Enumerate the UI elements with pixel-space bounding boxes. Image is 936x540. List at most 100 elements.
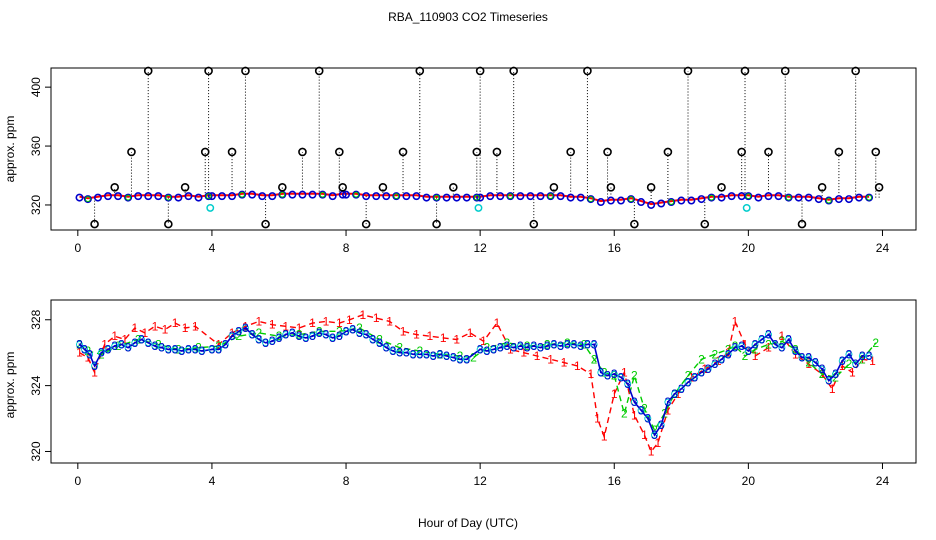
top-baseline-point — [707, 193, 716, 202]
bottom-series-3-ring — [97, 349, 105, 357]
top-baseline-point — [727, 192, 736, 201]
bottom-series-3-marker: 3 — [799, 351, 806, 365]
bottom-series-3-marker: 3 — [758, 333, 765, 347]
top-series-red-line — [79, 192, 870, 206]
bottom-series-2-marker: 2 — [846, 357, 853, 371]
bottom-series-3-ring — [724, 350, 732, 358]
bottom-series-1-marker: 1 — [839, 359, 846, 373]
top-baseline-point — [342, 190, 351, 199]
bottom-series-3-marker: 3 — [591, 337, 598, 351]
bottom-x-tick-label: 8 — [343, 474, 350, 488]
bottom-series-2-marker: 2 — [641, 402, 648, 416]
top-plot-frame — [50, 67, 917, 231]
top-outlier-point — [740, 66, 750, 76]
top-outlier-point — [606, 182, 616, 192]
bottom-series-1-marker: 1 — [256, 314, 263, 328]
bottom-series-2-marker: 2 — [872, 336, 879, 350]
top-baseline-point — [114, 192, 123, 201]
bottom-series-3-marker: 3 — [390, 344, 397, 358]
bottom-series-3-marker: 3 — [138, 333, 145, 347]
bottom-series-1-marker: 1 — [587, 367, 594, 381]
top-baseline-green-point — [279, 191, 286, 198]
bottom-series-3-ring — [597, 368, 605, 376]
bottom-series-3-ring — [637, 406, 645, 414]
bottom-series-3-ring — [104, 345, 112, 353]
bottom-series-2-marker: 2 — [155, 337, 162, 351]
bottom-series-3-marker: 3 — [678, 382, 685, 396]
bottom-y-tick-label: 320 — [29, 441, 43, 461]
top-baseline-point — [462, 193, 471, 202]
bottom-series-1-marker: 1 — [611, 387, 618, 401]
bottom-series-3-ring — [124, 344, 132, 352]
bottom-series-3-ring — [476, 345, 484, 353]
top-outlier-point — [432, 219, 441, 229]
top-x-tick-label: 8 — [343, 241, 350, 255]
bottom-series-1-marker: 1 — [427, 329, 434, 343]
bottom-series-3-marker: 3 — [604, 369, 611, 383]
bottom-series-3-ring — [275, 334, 283, 342]
bottom-series-2-marker: 2 — [651, 423, 658, 437]
bottom-series-3-ring — [530, 342, 538, 350]
bottom-series-3-ring — [811, 359, 819, 367]
bottom-series-2-marker: 2 — [564, 336, 571, 350]
top-outlier-point — [227, 147, 237, 157]
bottom-series-2-marker: 2 — [792, 342, 799, 356]
bottom-series-3-marker: 3 — [199, 344, 206, 358]
bottom-series-3-marker: 3 — [209, 342, 216, 356]
bottom-series-3-ring — [577, 342, 585, 350]
bottom-series-3-ring — [764, 331, 772, 339]
top-baseline-green-point — [205, 193, 212, 200]
bottom-series-3-marker: 3 — [437, 347, 444, 361]
top-baseline-green-point — [785, 194, 792, 201]
bottom-series-1-marker: 1 — [309, 316, 316, 330]
bottom-series-3-ring — [456, 355, 464, 363]
bottom-series-3-ring — [624, 380, 632, 388]
top-baseline-point — [814, 195, 823, 204]
top-baseline-point — [392, 192, 401, 201]
bottom-series-3-ring — [409, 350, 417, 358]
bottom-x-tick-label: 4 — [209, 474, 216, 488]
bottom-series-3-marker: 3 — [738, 339, 745, 353]
top-baseline-point — [164, 193, 173, 202]
bottom-series-2-marker: 2 — [725, 342, 732, 356]
bottom-series-3-marker: 3 — [866, 349, 873, 363]
bottom-series-1-marker: 1 — [665, 403, 672, 417]
bottom-series-3-ring — [335, 332, 343, 340]
top-baseline-green-point — [668, 199, 675, 205]
bottom-series-3-ring — [617, 373, 625, 381]
top-outlier-point — [780, 66, 790, 76]
top-outlier-point — [200, 147, 210, 157]
bottom-series-3-ring — [282, 331, 290, 339]
bottom-series-1-marker: 1 — [85, 351, 92, 365]
top-baseline-point — [432, 193, 441, 202]
bottom-series-3-ring — [248, 331, 256, 339]
bottom-series-2-marker: 2 — [356, 321, 363, 335]
bottom-series-1-marker: 1 — [101, 337, 108, 351]
bottom-series-3-marker: 3 — [370, 333, 377, 347]
bottom-series-3-marker: 3 — [792, 344, 799, 358]
bottom-series-3-ring — [711, 360, 719, 368]
bottom-series-3-marker: 3 — [517, 339, 524, 353]
top-baseline-point — [248, 190, 257, 199]
bottom-series-3-ring — [342, 327, 350, 335]
bottom-series-2-marker: 2 — [742, 349, 749, 363]
top-baseline-green-point — [319, 191, 326, 198]
bottom-series-2-marker: 2 — [711, 347, 718, 361]
top-baseline-point — [546, 192, 555, 201]
top-outlier-point — [338, 182, 347, 192]
top-outlier-point — [241, 66, 250, 76]
bottom-series-3-marker: 3 — [846, 347, 853, 361]
bottom-series-1-marker: 1 — [269, 318, 276, 332]
bottom-series-3-marker: 3 — [165, 342, 172, 356]
bottom-series-1-marker: 1 — [534, 349, 541, 363]
bottom-series-3-marker: 3 — [618, 370, 625, 384]
top-outlier-point — [817, 182, 827, 192]
bottom-series-3-ring — [81, 345, 89, 353]
bottom-series-1-marker: 1 — [413, 328, 420, 342]
top-outlier-point — [110, 182, 120, 192]
top-outlier-point — [378, 182, 388, 192]
top-baseline-green-point — [165, 194, 172, 201]
bottom-series-1-marker: 1 — [152, 319, 159, 333]
top-panel-ylabel: approx. ppm — [3, 116, 17, 183]
top-baseline-point — [586, 195, 595, 204]
